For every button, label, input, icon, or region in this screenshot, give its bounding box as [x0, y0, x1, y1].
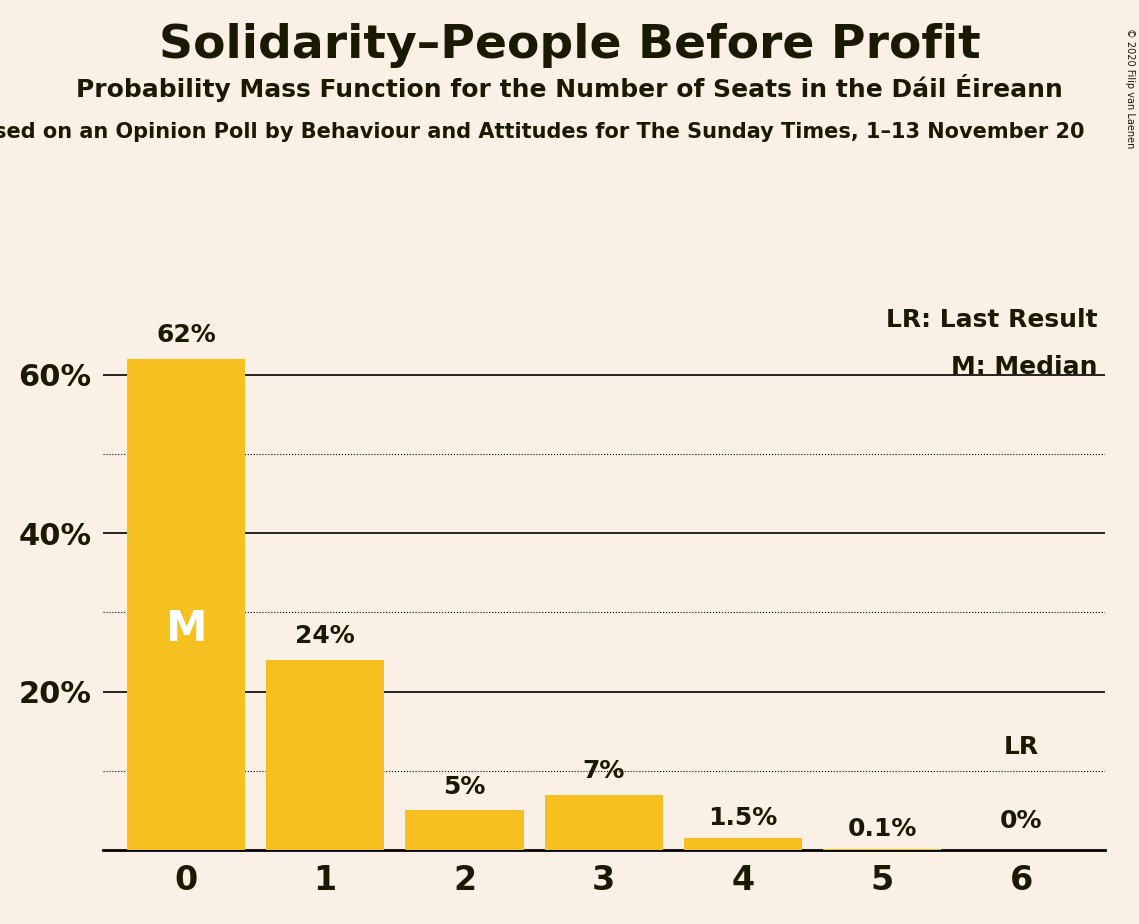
Bar	[267, 660, 384, 850]
Text: Solidarity–People Before Profit: Solidarity–People Before Profit	[158, 23, 981, 68]
Text: 7%: 7%	[582, 759, 625, 783]
Text: 0.1%: 0.1%	[847, 818, 917, 842]
Bar	[683, 838, 802, 850]
Text: 0%: 0%	[1000, 808, 1042, 833]
Bar	[126, 359, 245, 850]
Text: LR: LR	[1003, 735, 1039, 759]
Text: M: Median: M: Median	[951, 355, 1098, 379]
Text: M: M	[165, 608, 207, 650]
Text: LR: Last Result: LR: Last Result	[886, 308, 1098, 332]
Text: 62%: 62%	[156, 323, 216, 347]
Text: sed on an Opinion Poll by Behaviour and Attitudes for The Sunday Times, 1–13 Nov: sed on an Opinion Poll by Behaviour and …	[0, 122, 1084, 142]
Text: 5%: 5%	[443, 774, 485, 798]
Bar	[405, 810, 524, 850]
Text: Probability Mass Function for the Number of Seats in the Dáil Éireann: Probability Mass Function for the Number…	[76, 74, 1063, 102]
Bar	[544, 795, 663, 850]
Text: 24%: 24%	[295, 624, 355, 648]
Text: 1.5%: 1.5%	[708, 807, 778, 831]
Text: © 2020 Filip van Laenen: © 2020 Filip van Laenen	[1125, 28, 1134, 148]
